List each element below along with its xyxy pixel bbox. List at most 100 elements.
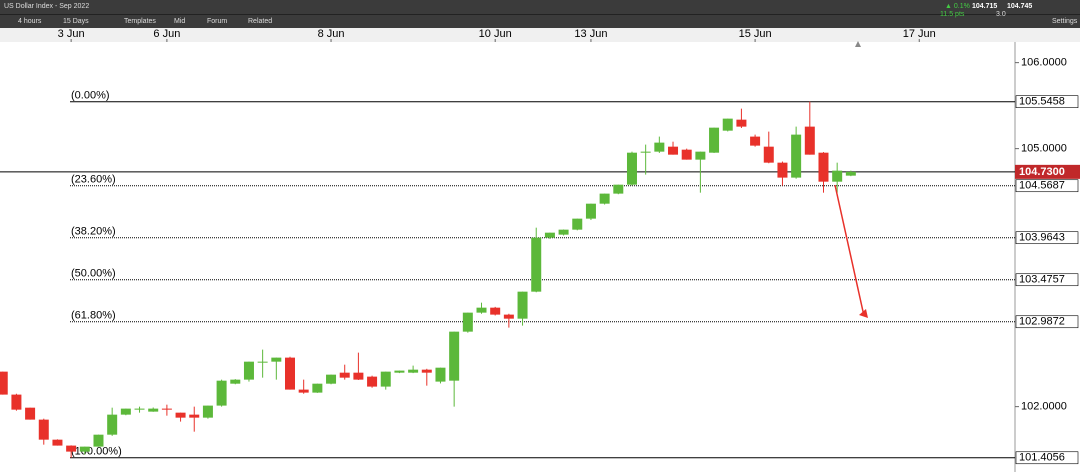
candle-body bbox=[216, 380, 227, 406]
candle-body bbox=[449, 331, 460, 381]
annotation-arrow bbox=[834, 184, 865, 317]
button[interactable]: Related bbox=[248, 18, 273, 25]
chart: 3 Jun 6 Jun 8 Jun 10 Jun 13 Jun 15 Jun 17 Jun 1… bbox=[0, 28, 1080, 472]
candle-body bbox=[681, 149, 692, 160]
date-axis-bg bbox=[0, 28, 1080, 42]
candle-body bbox=[517, 291, 528, 319]
candle-body bbox=[818, 152, 829, 182]
candle-body bbox=[257, 361, 268, 363]
candle-body bbox=[298, 389, 309, 393]
candle-body bbox=[148, 408, 159, 412]
x-tick-label: 6 Jun bbox=[153, 28, 180, 40]
x-tick-label: 3 Jun bbox=[58, 28, 85, 40]
candle-body bbox=[763, 146, 774, 163]
instrument[interactable]: US Dollar Index - Sep 2022 bbox=[4, 3, 90, 10]
candle-body bbox=[230, 379, 241, 384]
candle-body bbox=[189, 414, 200, 418]
candle-body bbox=[476, 307, 487, 313]
fib-label: (100.00%) bbox=[71, 446, 122, 458]
candle-body bbox=[804, 126, 815, 155]
fib-label: (61.80%) bbox=[71, 310, 116, 322]
candle-body bbox=[175, 412, 186, 418]
x-tick-label: 10 Jun bbox=[479, 28, 512, 40]
change-pts: 11.5 pts bbox=[940, 11, 965, 18]
candle-body bbox=[558, 229, 569, 235]
candle-body bbox=[120, 408, 131, 415]
candle-body bbox=[832, 170, 843, 182]
candle-body bbox=[695, 151, 706, 160]
candle-body bbox=[626, 152, 637, 185]
candle-body bbox=[134, 408, 145, 410]
candle-body bbox=[503, 314, 514, 319]
settings[interactable]: Settings bbox=[1052, 18, 1078, 25]
candle-body bbox=[107, 414, 118, 435]
bid[interactable]: 104.715 bbox=[972, 3, 998, 10]
scroll-marker bbox=[855, 41, 861, 47]
candle-body bbox=[93, 434, 104, 447]
candle-body bbox=[52, 439, 63, 446]
interval[interactable]: 4 hours bbox=[18, 18, 42, 25]
candle-body bbox=[845, 171, 856, 176]
candle-body bbox=[0, 371, 8, 395]
spread: 3.0 bbox=[996, 11, 1006, 18]
button[interactable]: Mid bbox=[174, 18, 186, 25]
fib-label: (23.60%) bbox=[71, 174, 116, 186]
price-box bbox=[1015, 179, 1079, 193]
fib-label: (0.00%) bbox=[71, 90, 110, 102]
current-price-box bbox=[1015, 164, 1080, 179]
y-tick-label: 102.0000 bbox=[1021, 401, 1067, 413]
title-bar: US Dollar Index - Sep 2022 ▲ 0.1% 104.71… bbox=[0, 0, 1080, 14]
x-tick-label: 17 Jun bbox=[903, 28, 936, 40]
candle-body bbox=[654, 142, 665, 152]
candle-body bbox=[585, 203, 596, 219]
fib-price: 104.5687 bbox=[1019, 180, 1065, 192]
x-tick-label: 8 Jun bbox=[318, 28, 345, 40]
candle-body bbox=[722, 118, 733, 131]
fib-price: 105.5458 bbox=[1019, 96, 1065, 108]
candle-body bbox=[640, 151, 651, 153]
offer[interactable]: 104.745 bbox=[1007, 3, 1033, 10]
button[interactable]: Forum bbox=[207, 18, 228, 25]
candle-body bbox=[25, 407, 36, 420]
price-box bbox=[1015, 231, 1079, 245]
candle-body bbox=[380, 371, 391, 387]
candle-body bbox=[11, 394, 22, 410]
candle-body bbox=[599, 193, 610, 204]
fib-label: (38.20%) bbox=[71, 226, 116, 238]
candle-body bbox=[709, 127, 720, 153]
x-tick-label: 15 Jun bbox=[739, 28, 772, 40]
candle-body bbox=[312, 383, 323, 393]
arrow-head bbox=[859, 309, 868, 318]
candle-body bbox=[462, 312, 473, 332]
candle-body bbox=[791, 134, 802, 178]
candle-body bbox=[202, 405, 213, 418]
candle-body bbox=[161, 408, 172, 410]
y-tick-label: 106.0000 bbox=[1021, 57, 1067, 69]
candle-body bbox=[668, 146, 679, 155]
candle-body bbox=[66, 445, 77, 452]
price-box bbox=[1015, 315, 1079, 329]
price-box bbox=[1015, 273, 1079, 287]
candle-body bbox=[777, 162, 788, 178]
fib-price: 102.9872 bbox=[1019, 316, 1065, 328]
button[interactable]: Templates bbox=[124, 18, 156, 25]
candle-body bbox=[326, 374, 337, 384]
fib-price: 103.9643 bbox=[1019, 232, 1065, 244]
candle-body bbox=[285, 357, 295, 390]
range[interactable]: 15 Days bbox=[63, 18, 89, 25]
candle-body bbox=[243, 361, 254, 380]
change-pct: ▲ 0.1% bbox=[945, 3, 970, 10]
current-price-label: 104.7300 bbox=[1019, 166, 1065, 178]
candle-body bbox=[613, 184, 624, 194]
tool-bar: 4 hours 15 Days Templates Mid Forum Rela… bbox=[0, 11, 1080, 29]
candle-body bbox=[394, 370, 405, 373]
fib-price: 101.4056 bbox=[1019, 452, 1065, 464]
candle-body bbox=[531, 237, 542, 292]
x-tick-label: 13 Jun bbox=[574, 28, 607, 40]
candle-body bbox=[490, 307, 501, 315]
candle-body bbox=[408, 369, 419, 373]
candle-body bbox=[38, 419, 49, 440]
candle-body bbox=[339, 372, 350, 378]
candle-body bbox=[736, 119, 747, 127]
